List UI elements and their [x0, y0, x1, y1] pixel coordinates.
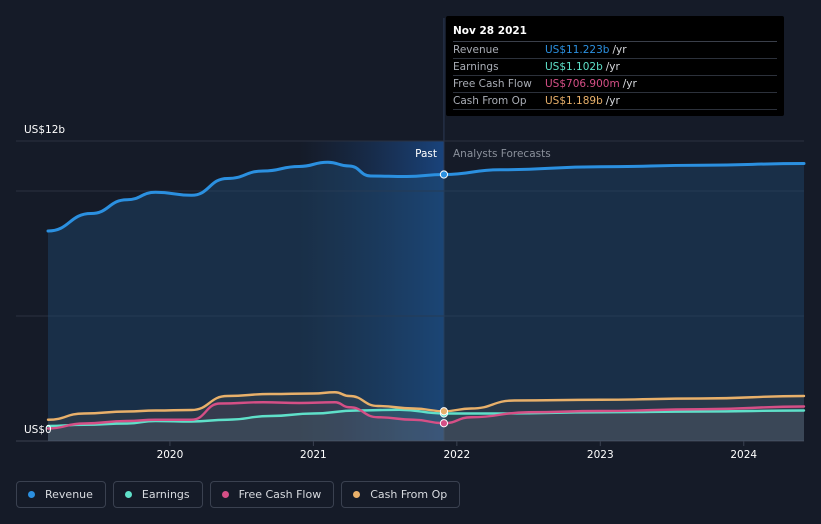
tooltip-row-label: Revenue: [453, 44, 499, 56]
legend-dot-icon: [221, 491, 229, 498]
x-tick-label: 2022: [443, 449, 470, 461]
earnings-line: [46, 408, 806, 428]
tooltip-row-unit: /yr: [605, 61, 620, 73]
y-axis-top-label: US$12b: [24, 124, 65, 136]
legend-item-cash-from-op[interactable]: Cash From Op: [341, 481, 461, 508]
y-axis-bottom-label: US$0: [24, 424, 52, 436]
x-tick-label: 2023: [587, 449, 614, 461]
revenue-point: [439, 170, 449, 179]
tooltip-row-unit: /yr: [622, 78, 637, 90]
tooltip-row-unit: /yr: [605, 95, 620, 107]
highlight-points: [439, 170, 449, 428]
tooltip-row-value: US$1.189b: [545, 95, 603, 107]
past-label: Past: [415, 148, 437, 160]
legend-dot-icon: [353, 491, 361, 498]
legend-label: Free Cash Flow: [238, 488, 322, 501]
cash-from-op-area: [48, 392, 804, 441]
tooltip-row-label: Free Cash Flow: [453, 78, 532, 90]
x-tick-label: 2021: [300, 449, 327, 461]
axis-labels: US$12b US$0 Past Analysts Forecasts: [24, 124, 551, 436]
legend-label: Cash From Op: [370, 488, 448, 501]
tooltip-row-value: US$11.223b: [545, 44, 610, 56]
x-tick-label: 2020: [157, 449, 184, 461]
tooltip-row-value: US$706.900m: [545, 78, 620, 90]
legend-label: Revenue: [45, 488, 93, 501]
grid-lines: [16, 140, 804, 442]
legend-item-earnings[interactable]: Earnings: [112, 481, 203, 508]
x-tick-label: 2024: [730, 449, 757, 461]
cash-from-op-point: [439, 407, 449, 416]
tooltip-row-unit: /yr: [612, 44, 627, 56]
legend-item-revenue[interactable]: Revenue: [16, 481, 106, 508]
cash-from-op-line: [46, 391, 806, 421]
legend-dot-icon: [28, 491, 35, 498]
earnings-area: [48, 409, 804, 441]
revenue-area: [48, 162, 804, 441]
forecast-label: Analysts Forecasts: [453, 148, 551, 160]
legend-dot-icon: [124, 491, 132, 498]
tooltip: Nov 28 2021 Revenue US$11.223b/yr Earnings…: [446, 16, 784, 116]
tooltip-row: Cash From Op US$1.189b/yr: [453, 93, 777, 110]
legend-item-free-cash-flow[interactable]: Free Cash Flow: [209, 481, 335, 508]
legend-label: Earnings: [141, 488, 190, 501]
series-lines: [46, 160, 806, 430]
free-cash-flow-line: [46, 401, 806, 430]
tooltip-rows: Revenue US$11.223b/yr Earnings US$1.102b/yr…: [453, 42, 777, 110]
tooltip-row: Earnings US$1.102b/yr: [453, 59, 777, 76]
tooltip-date: Nov 28 2021: [453, 24, 777, 42]
tooltip-row: Free Cash Flow US$706.900m/yr: [453, 76, 777, 93]
legend: Revenue Earnings Free Cash Flow Cash From O…: [16, 481, 461, 508]
tooltip-row: Revenue US$11.223b/yr: [453, 42, 777, 59]
free-cash-flow-point: [439, 419, 449, 428]
tooltip-row-label: Cash From Op: [453, 95, 527, 107]
tooltip-row-value: US$1.102b: [545, 61, 603, 73]
tooltip-row-label: Earnings: [453, 61, 499, 73]
x-axis-ticks: 2020 2021 2022 2023 2024: [157, 441, 757, 461]
revenue-line: [46, 160, 806, 233]
